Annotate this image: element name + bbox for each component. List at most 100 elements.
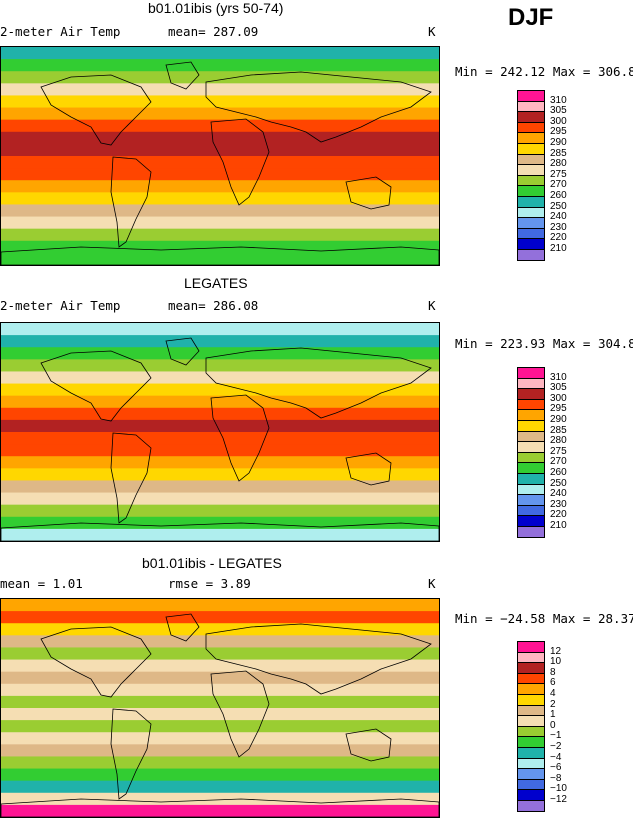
legend-label: 2: [550, 698, 556, 710]
legend-label: 250: [550, 200, 567, 212]
panel-1-units-label: K: [428, 24, 436, 39]
panel-1-legend: 310 305 300 295 290 285 280 275 270 260 250 240 230 2…: [517, 90, 597, 262]
legend-label: 275: [550, 445, 567, 457]
legend-label: −2: [550, 741, 562, 752]
continent-outline: [40, 626, 152, 698]
legend-label: 280: [550, 435, 567, 447]
continent-outline: [345, 176, 392, 210]
panel-1-variable-label: 2-meter Air Temp: [0, 24, 121, 39]
map-band: [1, 228, 439, 242]
legend-label: −1: [550, 730, 562, 742]
panel-3-map: [0, 598, 440, 818]
legend-label: 285: [550, 424, 567, 436]
map-band: [1, 143, 439, 157]
legend-label: 210: [550, 520, 567, 531]
continent-outline: [205, 347, 432, 419]
legend-label: −10: [550, 783, 567, 795]
panel-2-title: LEGATES: [184, 275, 248, 291]
map-band: [1, 335, 439, 348]
legend-label: −4: [550, 751, 562, 763]
map-band: [1, 599, 439, 612]
map-band: [1, 756, 439, 770]
map-band: [1, 180, 439, 193]
map-band: [1, 492, 439, 506]
legend-label: 270: [550, 179, 567, 191]
legend-label: 300: [550, 115, 567, 127]
legend-label: 280: [550, 158, 567, 170]
legend-swatch: [517, 526, 545, 538]
continent-outline: [210, 394, 270, 482]
legend-label: 4: [550, 688, 556, 699]
map-band: [1, 683, 439, 697]
legend-label: 285: [550, 147, 567, 159]
continent-outline: [205, 71, 432, 143]
map-band: [1, 623, 439, 636]
continent-outline: [40, 74, 152, 146]
continent-outline: [1, 522, 439, 541]
legend-label: 230: [550, 221, 567, 233]
panel-2-map: [0, 322, 440, 542]
legend-label: −12: [550, 794, 567, 805]
legend-label: 8: [550, 666, 556, 678]
legend-swatch: [517, 800, 545, 812]
continent-outline: [1, 246, 439, 265]
map-band: [1, 695, 439, 709]
legend-label: 310: [550, 371, 567, 383]
legend-label: 295: [550, 403, 567, 415]
map-band: [1, 635, 439, 649]
map-band: [1, 216, 439, 230]
map-band: [1, 744, 439, 758]
continent-outline: [165, 337, 200, 366]
legend-label: −6: [550, 762, 562, 774]
map-band: [1, 516, 439, 530]
continent-outline: [210, 670, 270, 758]
panel-2-mean-label: mean= 286.08: [168, 298, 259, 313]
panel-2-map-svg: [1, 323, 439, 541]
panel-3-rmse-label: rmse = 3.89: [168, 576, 251, 591]
map-band: [1, 480, 439, 494]
map-band: [1, 456, 439, 469]
legend-label: 220: [550, 232, 567, 244]
map-band: [1, 47, 439, 60]
legend-label: 260: [550, 190, 567, 201]
map-band: [1, 611, 439, 624]
continent-outline: [1, 798, 439, 817]
map-band: [1, 83, 439, 97]
continent-outline: [205, 623, 432, 695]
panel-3-title: b01.01ibis - LEGATES: [142, 555, 282, 571]
legend-label: 290: [550, 414, 567, 425]
map-band: [1, 192, 439, 206]
legend-label: 300: [550, 392, 567, 404]
map-band: [1, 204, 439, 218]
map-band: [1, 240, 439, 254]
map-band: [1, 95, 439, 109]
continent-outline: [110, 156, 152, 248]
map-band: [1, 323, 439, 336]
legend-label: 270: [550, 456, 567, 468]
legend-label: 305: [550, 382, 567, 394]
legend-label: 275: [550, 168, 567, 180]
continent-outline: [110, 432, 152, 524]
panel-1-minmax: Min = 242.12 Max = 306.87: [455, 64, 633, 79]
map-band: [1, 107, 439, 121]
map-band: [1, 407, 439, 421]
legend-label: 310: [550, 94, 567, 106]
legend-label: 1: [550, 709, 556, 721]
map-band: [1, 468, 439, 482]
continent-outline: [165, 61, 200, 90]
legend-label: 220: [550, 509, 567, 521]
panel-2-minmax: Min = 223.93 Max = 304.85: [455, 336, 633, 351]
map-band: [1, 528, 439, 541]
map-band: [1, 156, 439, 169]
map-band: [1, 804, 439, 817]
map-band: [1, 119, 439, 133]
panel-3-mean-label: mean = 1.01: [0, 576, 83, 591]
map-band: [1, 768, 439, 782]
map-band: [1, 71, 439, 84]
panel-2-variable-label: 2-meter Air Temp: [0, 298, 121, 313]
legend-label: 210: [550, 243, 567, 254]
map-band: [1, 671, 439, 685]
legend-label: 240: [550, 488, 567, 500]
map-band: [1, 168, 439, 181]
map-band: [1, 720, 439, 733]
